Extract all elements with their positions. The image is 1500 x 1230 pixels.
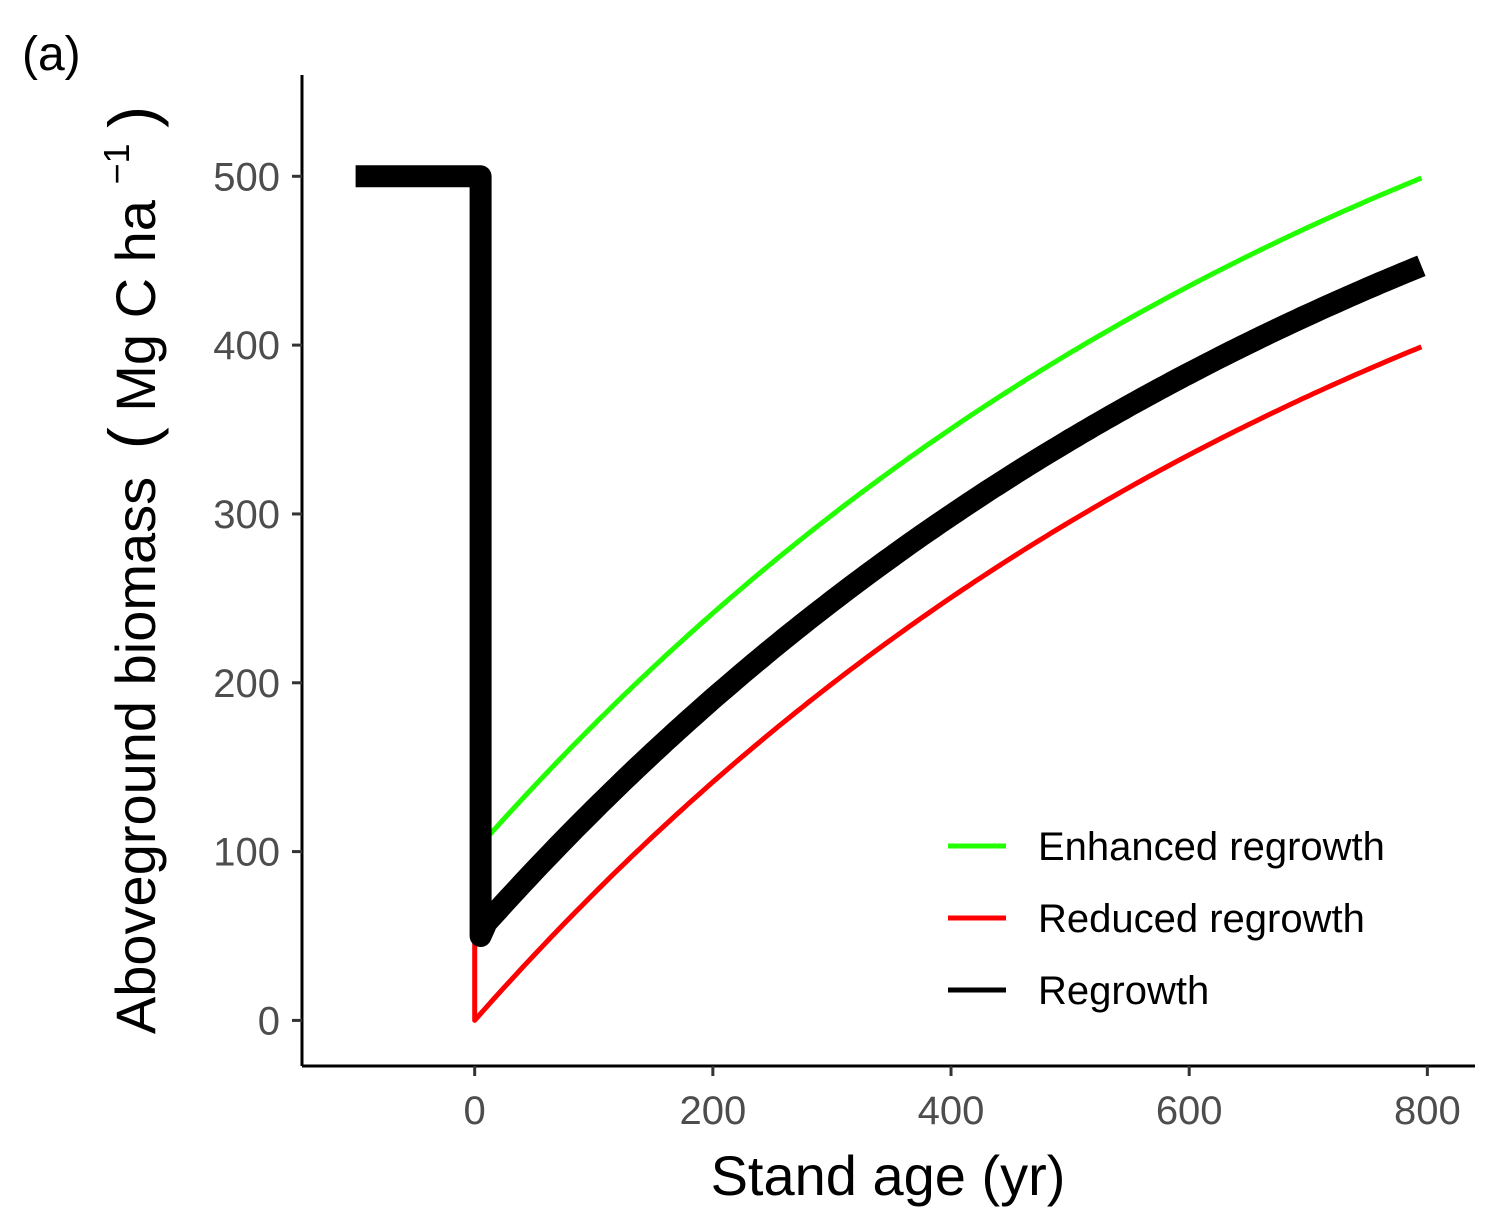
x-tick-label: 600 (1156, 1089, 1223, 1133)
y-axis-title: Aboveground biomass ( Mg C ha −1 ) (78, 106, 169, 1034)
y-axis-title-main: Aboveground biomass (104, 477, 167, 1034)
x-tick-label: 800 (1394, 1089, 1461, 1133)
y-tick-label: 0 (258, 999, 280, 1043)
y-tick-label: 200 (213, 662, 280, 706)
legend-label-reduced-regrowth: Reduced regrowth (1038, 897, 1365, 941)
x-tick-label: 400 (918, 1089, 985, 1133)
series-line-regrowth (355, 165, 1427, 947)
svg-text:Aboveground biomass (: Aboveground biomass ( Mg C ha −1 ) (78, 106, 169, 1034)
y-axis-title-unit: Mg C ha (104, 199, 167, 411)
y-tick-label: 400 (213, 324, 280, 368)
x-axis-title: Stand age (yr) (711, 1144, 1066, 1207)
y-axis-title-unit-sup: −1 (96, 143, 137, 184)
y-tick-label: 100 (213, 831, 280, 875)
series-line-enhanced-regrowth (484, 175, 1423, 840)
x-tick-label: 200 (679, 1089, 746, 1133)
legend: Enhanced regrowth Reduced regrowth Regrowt… (948, 825, 1385, 1013)
y-axis-title-open-paren: ( (95, 427, 169, 449)
axes-layer: 0 100 200 300 400 500 0 200 400 600 800 (213, 75, 1475, 1133)
series-line-reduced-regrowth (472, 344, 1423, 1023)
y-tick-label: 300 (213, 493, 280, 537)
series-layer (355, 165, 1427, 1023)
y-axis-title-close-paren: ) (95, 106, 169, 128)
x-tick-label: 0 (464, 1089, 486, 1133)
legend-label-regrowth: Regrowth (1038, 969, 1209, 1013)
panel-label: (a) (22, 28, 81, 81)
y-tick-label: 500 (213, 155, 280, 199)
legend-label-enhanced-regrowth: Enhanced regrowth (1038, 825, 1385, 869)
